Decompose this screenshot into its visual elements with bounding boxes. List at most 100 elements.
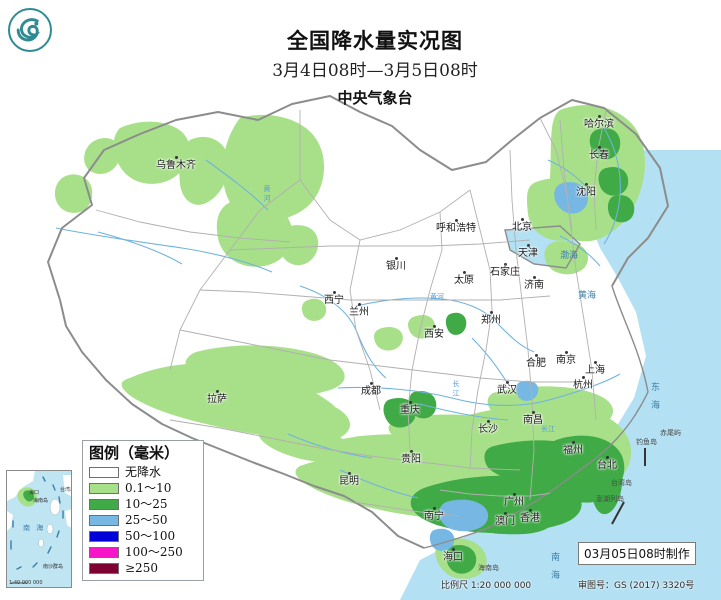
city-marker-icon (369, 382, 373, 385)
river-label: 黄河 (430, 293, 444, 301)
city-label: 北京 (512, 218, 532, 233)
city-label: 台北 (597, 456, 617, 471)
city-name: 合肥 (526, 358, 546, 369)
legend-swatch (89, 466, 119, 478)
legend-label: 100～250 (125, 544, 183, 559)
city-name: 长春 (589, 150, 609, 161)
city-marker-icon (526, 244, 530, 247)
city-name: 天津 (518, 248, 538, 259)
city-name: 西安 (424, 329, 444, 340)
city-marker-icon (489, 311, 493, 314)
city-marker-icon (215, 390, 219, 393)
city-label: 乌鲁木齐 (156, 156, 196, 171)
city-marker-icon (408, 401, 412, 404)
cma-dragon-logo-icon (8, 8, 52, 52)
city-name: 济南 (524, 280, 544, 291)
city-marker-icon (503, 512, 507, 515)
city-label: 呼和浩特 (436, 219, 476, 234)
city-name: 沈阳 (576, 187, 596, 198)
city-label: 哈尔滨 (584, 115, 614, 130)
city-label: 南宁 (424, 507, 444, 522)
city-label: 昆明 (339, 472, 359, 487)
city-marker-icon (512, 493, 516, 496)
city-label: 郑州 (481, 311, 501, 326)
city-marker-icon (534, 354, 538, 357)
legend-swatch (89, 514, 119, 526)
title-period: 3月4日08时—3月5日08时 (272, 61, 478, 81)
city-name: 南宁 (424, 511, 444, 522)
city-name: 西宁 (324, 295, 344, 306)
city-label: 西安 (424, 325, 444, 340)
city-label: 济南 (524, 276, 544, 291)
city-marker-icon (505, 381, 509, 384)
city-name: 石家庄 (490, 267, 520, 278)
city-name: 台北 (597, 460, 617, 471)
map-approval-number: 审图号：GS (2017) 3320号 (578, 581, 695, 591)
city-name: 北京 (512, 222, 532, 233)
river-label: 长江 (541, 425, 555, 433)
legend-label: 10～25 (125, 496, 168, 511)
geographic-label: 澎湖列岛 (596, 495, 624, 503)
city-label: 合肥 (526, 354, 546, 369)
city-marker-icon (432, 507, 436, 510)
inset-scale-text: 1:40 000 000 (9, 580, 43, 586)
city-name: 呼和浩特 (436, 223, 476, 234)
city-label: 兰州 (349, 303, 369, 318)
city-marker-icon (528, 509, 532, 512)
city-marker-icon (520, 218, 524, 221)
city-marker-icon (593, 361, 597, 364)
city-name: 南京 (556, 355, 576, 366)
legend-label: 25～50 (125, 512, 168, 527)
city-label: 上海 (585, 361, 605, 376)
city-name: 重庆 (400, 405, 420, 416)
legend-panel: 图例（毫米） 无降水 0.1～10 10～25 25～50 50～100 100～250 ≥… (82, 440, 204, 581)
city-label: 沈阳 (576, 183, 596, 198)
cma-logo (8, 8, 54, 54)
city-label: 成都 (361, 382, 381, 397)
city-marker-icon (531, 411, 535, 414)
city-label: 太原 (454, 271, 474, 286)
city-marker-icon (571, 441, 575, 444)
city-marker-icon (503, 263, 507, 266)
inset-label: 海南岛 (33, 498, 49, 504)
city-marker-icon (409, 450, 413, 453)
title-organization: 中央气象台 (337, 89, 413, 107)
city-label: 杭州 (573, 376, 593, 391)
sea-label: 黄海 (578, 291, 597, 301)
city-name: 银川 (386, 261, 406, 272)
city-label: 贵阳 (401, 450, 421, 465)
title-block: 全国降水量实况图 3月4日08时—3月5日08时 中央气象台 (195, 28, 555, 109)
city-name: 昆明 (339, 476, 359, 487)
city-marker-icon (454, 219, 458, 222)
city-label: 香港 (520, 509, 540, 524)
city-marker-icon (564, 351, 568, 354)
city-marker-icon (605, 456, 609, 459)
city-name: 太原 (454, 275, 474, 286)
legend-item: 50～100 (89, 528, 198, 544)
legend-title: 图例（毫米） (89, 444, 180, 462)
city-name: 香港 (520, 513, 540, 524)
city-name: 兰州 (349, 307, 369, 318)
city-name: 成都 (361, 386, 381, 397)
legend-item: 10～25 (89, 496, 198, 512)
city-marker-icon (451, 548, 455, 551)
geographic-label: 钓鱼岛 (636, 438, 657, 446)
city-marker-icon (462, 271, 466, 274)
legend-swatch (89, 546, 119, 558)
city-name: 广州 (504, 497, 524, 508)
city-name: 上海 (585, 365, 605, 376)
city-label: 重庆 (400, 401, 420, 416)
city-marker-icon (584, 183, 588, 186)
city-label: 石家庄 (490, 263, 520, 278)
city-marker-icon (347, 472, 351, 475)
page-title: 全国降水量实况图 (287, 29, 463, 53)
legend-swatch (89, 482, 119, 494)
city-label: 海口 (443, 548, 463, 563)
geographic-label: 台湾岛 (611, 479, 632, 487)
city-label: 南京 (556, 351, 576, 366)
city-marker-icon (332, 291, 336, 294)
city-name: 乌鲁木齐 (156, 160, 196, 171)
city-name: 福州 (563, 445, 583, 456)
